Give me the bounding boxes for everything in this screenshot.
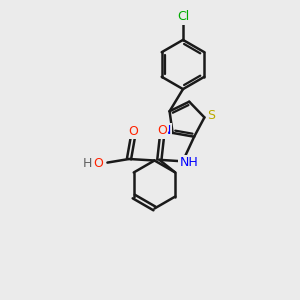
Text: O: O: [128, 124, 138, 138]
Text: Cl: Cl: [177, 10, 189, 23]
Text: N: N: [161, 124, 171, 137]
Text: H: H: [82, 157, 92, 170]
Text: O: O: [157, 124, 167, 137]
Text: S: S: [207, 110, 215, 122]
Text: NH: NH: [180, 156, 199, 169]
Text: O: O: [93, 157, 103, 170]
